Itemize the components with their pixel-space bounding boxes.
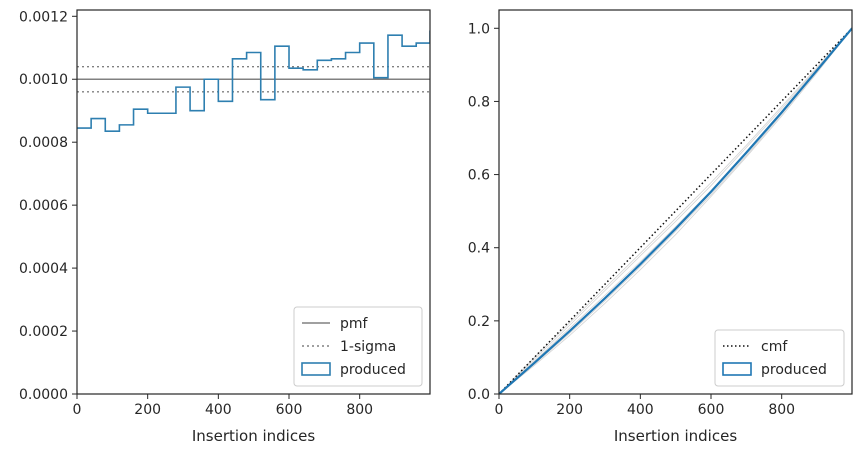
y-tick-label: 1.0: [468, 21, 490, 37]
legend-label: produced: [761, 362, 827, 378]
produced-line: [499, 27, 852, 394]
plot-area: [77, 30, 430, 132]
y-tick-label: 0.0006: [19, 198, 68, 214]
x-tick-label: 800: [346, 402, 373, 418]
y-tick-label: 0.0: [468, 387, 490, 403]
x-tick-label: 600: [276, 402, 303, 418]
legend-swatch-produced: [301, 362, 331, 376]
x-tick-label: 400: [627, 402, 654, 418]
x-tick-label: 0: [73, 402, 82, 418]
y-tick-label: 0.0002: [19, 324, 68, 340]
legend-label: pmf: [340, 316, 369, 332]
realization-line: [499, 28, 852, 394]
legend-label: 1-sigma: [340, 339, 396, 355]
y-tick-label: 0.2: [468, 314, 490, 330]
y-tick-label: 0.8: [468, 94, 490, 110]
x-tick-label: 200: [556, 402, 583, 418]
axes-frame: [498, 9, 853, 395]
legend: pmf 1-sigma produced: [293, 306, 423, 387]
x-tick-label: 400: [205, 402, 232, 418]
y-tick-label: 0.0010: [19, 72, 68, 88]
legend-box: [714, 329, 845, 387]
x-tick-label: 600: [698, 402, 725, 418]
pmf-panel: 0 200 400 600 800 0.0000 0.0002 0.0004 0.0006 0.0…: [19, 9, 431, 445]
produced-histogram: [77, 30, 430, 132]
x-axis-label: Insertion indices: [192, 427, 315, 445]
legend-swatch-produced: [722, 362, 752, 376]
legend: cmf produced: [714, 329, 845, 387]
y-tick-label: 0.0000: [19, 387, 68, 403]
legend-box: [293, 306, 423, 387]
x-tick-label: 0: [495, 402, 504, 418]
x-axis-label: Insertion indices: [614, 427, 737, 445]
legend-label: produced: [340, 362, 406, 378]
axes-frame: [76, 9, 431, 395]
cmf-panel: 0 200 400 600 800 0.0 0.2 0.4 0.6 0.8 1.0 Insertion…: [468, 9, 853, 445]
realization-line: [499, 28, 852, 394]
y-tick-label: 0.0004: [19, 261, 68, 277]
x-tick-label: 800: [768, 402, 795, 418]
y-tick-label: 0.6: [468, 168, 490, 184]
y-tick-label: 0.0008: [19, 135, 68, 151]
plot-area: [499, 27, 852, 394]
x-tick-label: 200: [134, 402, 161, 418]
cmf-line: [499, 27, 852, 394]
legend-label: cmf: [761, 339, 788, 355]
y-tick-label: 0.4: [468, 241, 490, 257]
y-tick-label: 0.0012: [19, 9, 68, 25]
realization-line: [499, 28, 852, 394]
